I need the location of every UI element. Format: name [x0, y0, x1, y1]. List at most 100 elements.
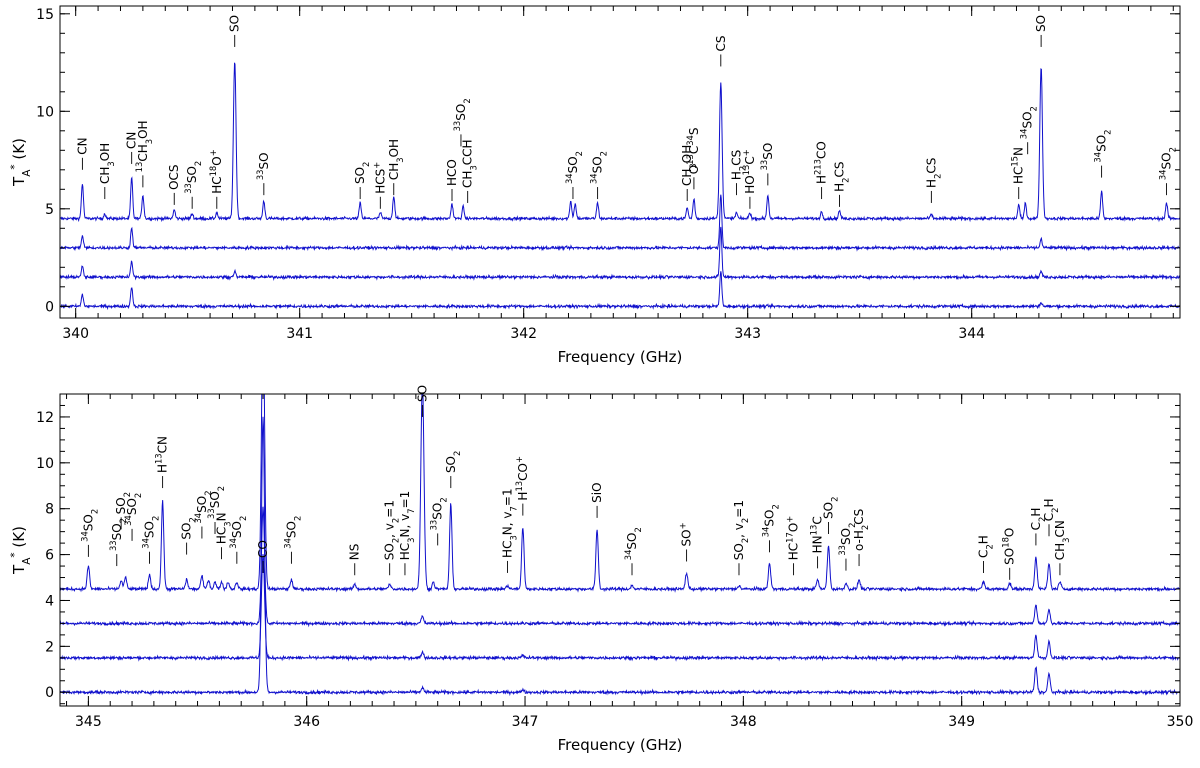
annotation-label: SO2, v2=1	[383, 500, 401, 560]
spectrum-trace-0	[60, 62, 1180, 223]
plot-frame	[59, 5, 1181, 319]
annotation-label: 13CH3OH	[134, 120, 154, 172]
line-annotation: SO2	[821, 497, 839, 534]
annotation-label: 33SO	[255, 152, 271, 180]
line-annotation: 34SO2	[1019, 106, 1039, 155]
annotation-label: H2CS	[924, 158, 942, 188]
annotation-label: 34SO2	[1019, 106, 1039, 139]
annotation-label: SO2, v2=1	[732, 500, 750, 560]
line-annotation: 34SO2	[1158, 147, 1178, 196]
annotation-label: HC3N, v7=1	[398, 491, 416, 561]
annotation-label: 34SO2	[79, 509, 99, 542]
y-tick-label: 6	[45, 548, 54, 564]
x-tick-label: 342	[510, 326, 537, 342]
annotation-label: CH3OH	[680, 145, 698, 186]
line-annotation: HC17O+	[785, 516, 801, 576]
line-annotation: HC15N	[1010, 147, 1026, 200]
line-annotation: CO	[256, 540, 270, 573]
annotation-label: CH3CCH	[461, 139, 479, 188]
line-annotation: 34SO2	[1093, 130, 1113, 178]
line-annotation: CH3CCH	[461, 139, 479, 203]
line-annotation: 34SO2	[141, 516, 161, 564]
annotation-label: CH3OH	[98, 143, 116, 184]
spectrum-trace-2	[60, 553, 1180, 662]
upper-spectrum-panel: 340 341 342 343 344 0 5 10 15 Frequency (GHz) TA* …	[9, 5, 1181, 366]
x-axis-label: Frequency (GHz)	[558, 736, 683, 754]
spectrum-trace-0	[60, 394, 1180, 593]
annotation-label: SO	[415, 385, 429, 402]
line-annotation: SO18O	[1001, 528, 1017, 580]
annotation-label: CS	[714, 35, 728, 51]
annotation-label: HCS+	[371, 162, 387, 194]
y-tick-label: 8	[45, 502, 54, 518]
line-annotation: H13CN	[154, 436, 170, 489]
annotation-label: SO2	[114, 492, 132, 514]
line-annotation: CS	[714, 35, 728, 67]
x-tick-label: 343	[734, 326, 761, 342]
annotation-label: HC3N, v7=1	[501, 488, 519, 558]
line-annotation: 34SO2	[564, 151, 584, 200]
annotation-label: CH3OH	[387, 139, 405, 180]
annotation-label: C2H	[1029, 508, 1047, 531]
line-annotation: SO2	[444, 451, 462, 489]
y-tick-label: 0	[45, 299, 54, 315]
line-annotation: 34SO2	[79, 509, 99, 557]
line-annotation: SO	[415, 385, 429, 417]
x-tick-label: 346	[293, 714, 320, 730]
annotation-label: SO2	[353, 162, 371, 184]
line-annotation: H2CS	[729, 150, 747, 196]
annotation-label: 33SO2	[206, 486, 226, 519]
annotation-label: SO18O	[1001, 528, 1017, 565]
annotation-label: 34SO2	[761, 504, 781, 537]
x-axis-label: Frequency (GHz)	[558, 348, 683, 366]
annotation-label: 33SO2	[837, 523, 857, 556]
annotation-label: H2CS	[833, 161, 851, 191]
line-annotation: 33SO2	[452, 98, 472, 147]
annotation-label: SO+	[678, 522, 694, 546]
y-tick-label: 12	[36, 410, 54, 426]
line-annotation: 34SO2	[282, 516, 302, 564]
line-annotation: HN13C	[809, 516, 825, 569]
annotation-label: C2H	[977, 535, 995, 558]
line-annotation: SO2	[114, 492, 132, 530]
x-tick-label: 345	[75, 714, 102, 730]
line-annotation: 13CH3OH	[134, 120, 154, 188]
annotation-label: HC18O+	[208, 149, 224, 194]
annotation-label: HCO	[445, 159, 459, 186]
line-annotation: 34SO2	[761, 504, 781, 553]
x-tick-label: 348	[730, 714, 757, 730]
spectrum-trace-1	[60, 506, 1180, 628]
annotation-label: o-H2CS	[852, 509, 870, 551]
line-annotation: HC3N, v7=1	[398, 491, 416, 576]
line-annotation: CH3CN	[1053, 520, 1071, 576]
line-annotation: H213CO	[813, 141, 829, 200]
annotation-label: SO	[1034, 15, 1048, 32]
line-annotation: 33SO2	[183, 161, 203, 209]
lower-spectrum-panel: 345 346 347 348 349 350 0 2 4 6 8 10 12 Frequency (GH…	[9, 385, 1194, 754]
x-tick-label: 341	[286, 326, 313, 342]
annotation-label: HO13C+	[741, 149, 757, 194]
annotation-label: O13C34S	[685, 127, 701, 174]
annotation-label: CO	[256, 540, 270, 558]
annotation-label: 33SO2	[452, 98, 472, 131]
y-tick-label: 5	[45, 202, 54, 218]
y-tick-label: 10	[36, 104, 54, 120]
annotation-label: 34SO2	[623, 527, 643, 560]
line-annotation: o-H2CS	[852, 509, 870, 567]
x-tick-label: 350	[1167, 714, 1194, 730]
line-annotation: 34SO2	[193, 490, 213, 539]
line-annotation: 33SO	[255, 152, 271, 196]
y-tick-label: 15	[36, 7, 54, 23]
line-annotation: CH3OH	[387, 139, 405, 196]
line-annotation: H2CS	[833, 161, 851, 207]
line-annotation: HC3N	[215, 512, 233, 560]
line-annotation: CH3OH	[680, 145, 698, 201]
annotation-label: HN13C	[809, 516, 825, 553]
annotation-label: 34SO2	[589, 151, 609, 184]
line-annotation: H13CO+	[514, 456, 530, 516]
line-annotation: C2H	[1029, 508, 1047, 546]
annotation-label: CH3CN	[1053, 520, 1071, 560]
annotation-label: 33SO2	[108, 518, 128, 551]
annotation-label: SO2	[821, 497, 839, 519]
